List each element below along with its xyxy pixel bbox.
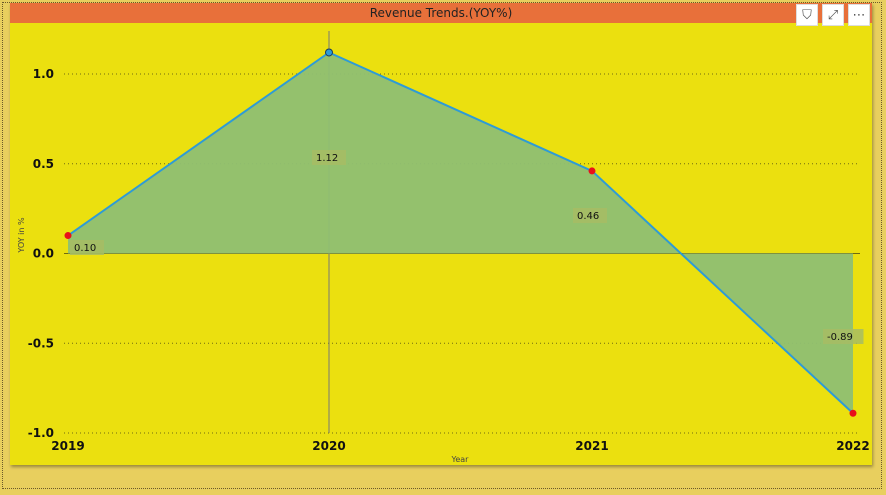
visual-title: Revenue Trends.(YOY%): [369, 6, 513, 20]
filter-icon[interactable]: ⛉: [796, 4, 818, 26]
data-point-2019[interactable]: [64, 232, 72, 240]
data-labels: 0.10 1.12 0.46 -0.89: [70, 150, 864, 344]
data-label-bg: [312, 150, 346, 165]
y-tick-label: 0.5: [33, 157, 54, 171]
data-label-2019: 0.10: [74, 243, 96, 254]
area-fill-layer: [68, 52, 853, 414]
x-axis-ticks: 2019 2020 2021 2022: [51, 439, 869, 453]
series-line-layer: [67, 51, 854, 414]
data-points[interactable]: [64, 48, 857, 417]
report-canvas-frame: [2, 2, 882, 489]
data-point-2021[interactable]: [588, 167, 596, 175]
area-chart: 0.10 1.12 0.46 -0.89 1.0 0.5 0.0 -0.5 -1.0 2019…: [17, 31, 870, 464]
data-point-2022[interactable]: [849, 409, 857, 417]
area-fill: [68, 52, 853, 414]
data-label-bg: [823, 329, 864, 344]
focus-mode-icon[interactable]: ⤢: [822, 4, 844, 26]
x-tick-label-2021: 2021: [575, 439, 608, 453]
series-line: [67, 51, 854, 414]
y-axis-title: YOY in %: [17, 217, 26, 254]
y-tick-label: 0.0: [33, 247, 54, 261]
x-tick-label-2019: 2019: [51, 439, 84, 453]
data-label-2020: 1.12: [316, 153, 338, 164]
x-axis-title: Year: [451, 455, 470, 464]
y-tick-label: -1.0: [28, 426, 54, 440]
data-point-2020[interactable]: [325, 48, 333, 57]
more-options-icon[interactable]: ⋯: [848, 4, 870, 26]
x-tick-label-2020: 2020: [312, 439, 345, 453]
visual-title-bar: Revenue Trends.(YOY%): [10, 3, 872, 23]
data-label-bg: [573, 208, 607, 223]
y-axis-ticks: 1.0 0.5 0.0 -0.5 -1.0: [28, 67, 54, 440]
x-tick-label-2022: 2022: [836, 439, 869, 453]
y-tick-label: 1.0: [33, 67, 54, 81]
data-label-2022: -0.89: [827, 332, 853, 343]
data-label-2021: 0.46: [577, 211, 599, 222]
revenue-trends-visual[interactable]: Revenue Trends.(YOY%) ⛉ ⤢ ⋯ 0.10 1.12 0.46…: [10, 3, 872, 465]
visual-header-icons: ⛉ ⤢ ⋯: [796, 4, 870, 26]
y-tick-label: -0.5: [28, 336, 54, 350]
data-label-bg: [70, 240, 104, 255]
